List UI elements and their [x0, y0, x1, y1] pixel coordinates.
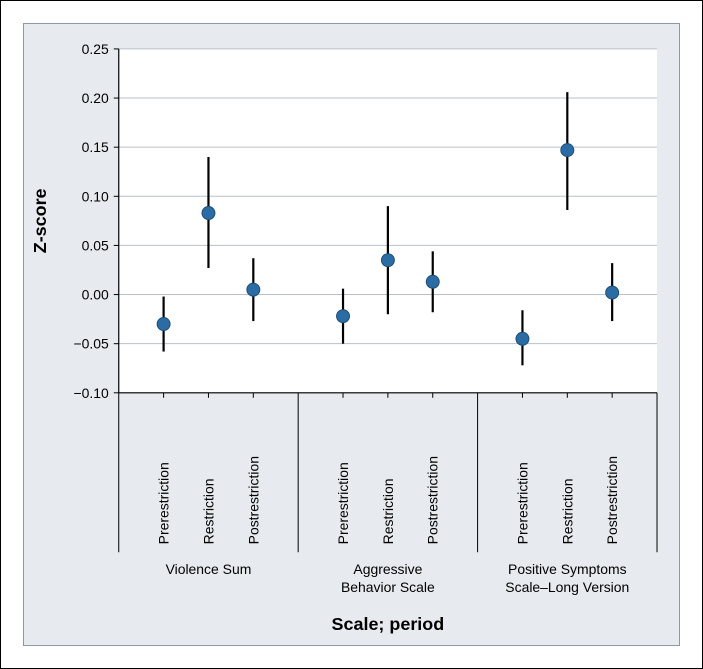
group-label: Aggressive — [353, 561, 422, 577]
data-point — [337, 310, 350, 323]
outer-frame: −0.10 −0.05 0.00 0.05 0.10 0.15 0.20 0.25 Z-scor… — [0, 0, 703, 669]
period-label: Prerestriction — [514, 462, 530, 544]
data-point — [606, 286, 619, 299]
group-label: Positive Symptoms — [508, 561, 627, 577]
period-label: Prerestriction — [156, 462, 172, 544]
period-label: Postrestriction — [604, 456, 620, 544]
chart-panel: −0.10 −0.05 0.00 0.05 0.10 0.15 0.20 0.25 Z-scor… — [23, 23, 680, 646]
y-tick-label: −0.05 — [74, 336, 110, 352]
group-label: Behavior Scale — [341, 579, 435, 595]
period-label: Restriction — [380, 478, 396, 544]
y-tick-label: 0.25 — [82, 41, 109, 57]
y-tick-label: −0.10 — [74, 385, 110, 401]
y-tick-label: 0.00 — [82, 287, 109, 303]
data-point — [202, 207, 215, 220]
x-axis-label: Scale; period — [332, 614, 445, 634]
period-label: Postrestriction — [245, 456, 261, 544]
data-point — [247, 283, 260, 296]
chart-svg: −0.10 −0.05 0.00 0.05 0.10 0.15 0.20 0.25 Z-scor… — [24, 24, 679, 645]
data-point — [157, 318, 170, 331]
group-label: Violence Sum — [166, 561, 252, 577]
period-label: Restriction — [200, 478, 216, 544]
data-point — [516, 332, 529, 345]
data-point — [561, 144, 574, 157]
data-point — [381, 254, 394, 267]
group-label: Scale–Long Version — [505, 579, 629, 595]
data-point — [426, 275, 439, 288]
y-tick-label: 0.15 — [82, 139, 109, 155]
period-label: Prerestriction — [335, 462, 351, 544]
y-tick-label: 0.10 — [82, 188, 109, 204]
y-axis-label: Z-score — [30, 188, 50, 253]
period-label: Postrestriction — [425, 456, 441, 544]
period-label: Restriction — [559, 478, 575, 544]
y-tick-label: 0.05 — [82, 237, 109, 253]
y-tick-label: 0.20 — [82, 90, 109, 106]
